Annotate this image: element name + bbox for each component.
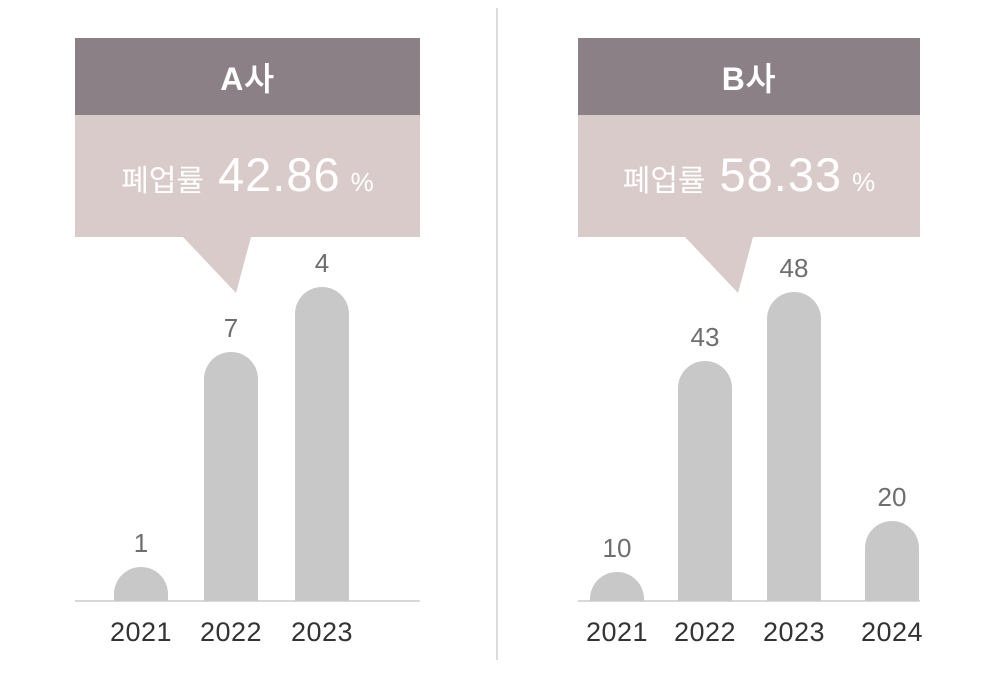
bar-group-a-2022: 7 2022 — [200, 313, 262, 647]
closure-rate-label: 폐업률 — [622, 165, 706, 198]
callout-company-b: B사 폐업률 58.33 % — [578, 38, 920, 293]
bar-group-b-2021: 10 2021 — [586, 533, 648, 647]
closure-rate-value: 42.86 — [218, 148, 341, 201]
x-axis-label: 2023 — [290, 617, 354, 647]
x-axis-label: 2023 — [762, 617, 826, 647]
callout-body: 폐업률 58.33 % — [578, 115, 920, 237]
bar-value: 48 — [779, 253, 809, 283]
x-axis-label: 2024 — [860, 617, 924, 647]
bar — [204, 352, 258, 601]
bar — [678, 361, 732, 601]
bar-group-b-2024: 20 2024 — [861, 482, 923, 647]
callout-tail — [183, 237, 251, 293]
bar-group-b-2022: 43 2022 — [674, 322, 736, 647]
bar — [114, 567, 168, 601]
x-axis-label: 2021 — [109, 617, 173, 647]
callout-header: A사 — [75, 38, 420, 115]
bar — [590, 572, 644, 601]
bar-value: 7 — [223, 313, 239, 343]
x-axis-line — [75, 600, 420, 602]
bar-group-a-2023: 4 2023 — [291, 248, 353, 647]
bar-group-b-2023: 48 2023 — [763, 253, 825, 647]
closure-rate-unit: % — [350, 167, 374, 197]
bar — [295, 287, 349, 601]
bar — [767, 292, 821, 601]
bar-value: 4 — [314, 248, 330, 278]
bar-value: 20 — [877, 482, 907, 512]
closure-rate-value: 58.33 — [719, 148, 843, 201]
bar-group-a-2021: 1 2021 — [110, 528, 172, 647]
company-b-title: B사 — [721, 60, 777, 97]
bar-value: 1 — [133, 528, 149, 558]
x-axis-line — [578, 600, 920, 602]
callout-tail — [685, 237, 753, 293]
bar-value: 10 — [602, 533, 632, 563]
callout-company-a: A사 폐업률 42.86 % — [75, 38, 420, 293]
bar-value: 43 — [690, 322, 720, 352]
closure-rate-unit: % — [852, 167, 876, 197]
closure-rate-label: 폐업률 — [121, 165, 205, 198]
callout-body: 폐업률 42.86 % — [75, 115, 420, 237]
x-axis-label: 2022 — [199, 617, 263, 647]
company-a-title: A사 — [220, 60, 275, 97]
callout-header: B사 — [578, 38, 920, 115]
x-axis-label: 2021 — [585, 617, 649, 647]
panel-divider — [496, 8, 498, 660]
x-axis-label: 2022 — [673, 617, 737, 647]
bar — [865, 521, 919, 601]
